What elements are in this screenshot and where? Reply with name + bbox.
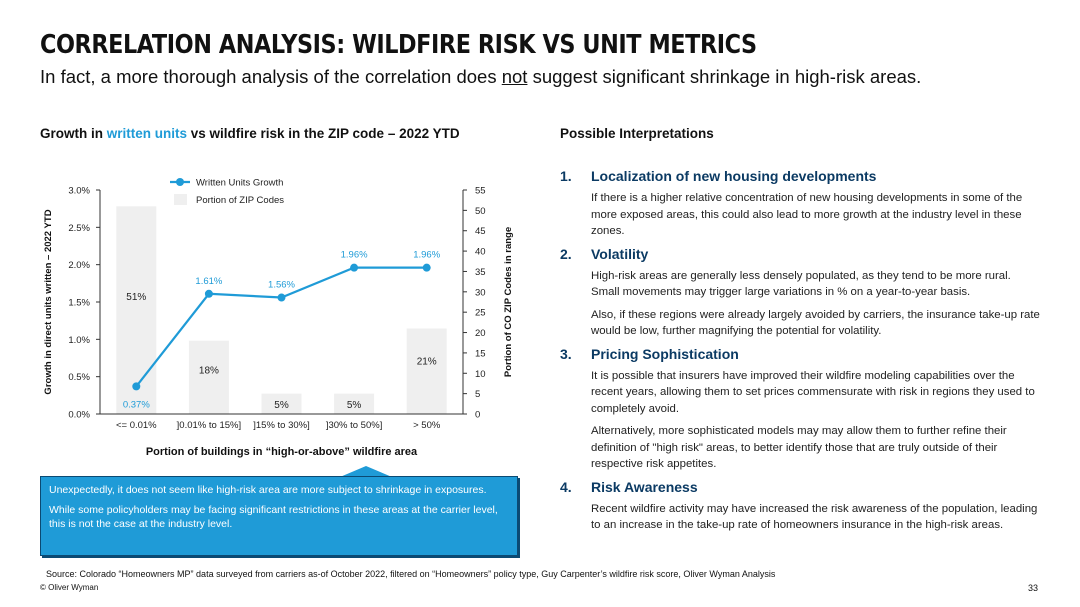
y-tick-label-left: 0.0% [68, 410, 90, 421]
y-tick-label-right: 45 [475, 226, 486, 237]
interpretation-paragraph: Also, if these regions were already larg… [591, 308, 1040, 338]
y-tick-label-right: 5 [475, 389, 480, 400]
bar-zip-portion [261, 393, 302, 414]
x-tick-label: > 50% [413, 420, 441, 431]
y-tick-label-right: 35 [475, 267, 486, 278]
line-point [422, 263, 431, 272]
interpretation-paragraph: Alternatively, more sophisticated models… [591, 425, 1007, 470]
interpretations-list: 1. Localization of new housing developmen… [560, 168, 1040, 540]
interpretation-body: It is possible that insurers have improv… [591, 368, 1040, 473]
line-point [350, 263, 359, 272]
subtitle-emphasis: not [501, 66, 528, 87]
interpretation-item: 3. Pricing Sophistication It is possible … [560, 346, 1040, 473]
y-axis-title-left: Growth in direct units written – 2022 YT… [43, 209, 54, 394]
y-tick-label-right: 50 [475, 206, 486, 217]
y-tick-label-left: 0.5% [68, 372, 90, 383]
interpretation-number: 4. [560, 478, 572, 495]
interpretation-number: 2. [560, 245, 572, 262]
page-number: 33 [1027, 583, 1038, 593]
interpretation-heading: 2. Volatility [560, 246, 1040, 262]
x-tick-label: ]30% to 50%] [326, 420, 383, 431]
y-tick-label-right: 55 [475, 186, 486, 197]
interpretation-heading: 3. Pricing Sophistication [560, 346, 1040, 362]
y-tick-label-right: 0 [475, 410, 480, 421]
legend-line-marker [176, 178, 184, 186]
growth-vs-risk-chart: 51% 18% 5% 5% 21% 0.0% 0.5% 1.0% 1.5% 2.0% 2.5% 3.0… [43, 178, 514, 459]
interpretation-item: 4. Risk Awareness Recent wildfire activit… [560, 479, 1040, 534]
legend-label-line: Written Units Growth [196, 178, 283, 189]
bar-value-label: 51% [126, 292, 146, 303]
interpretation-heading: 1. Localization of new housing developmen… [560, 168, 1040, 184]
x-axis-title: Portion of buildings in “high-or-above” … [146, 446, 418, 458]
y-tick-label-right: 30 [475, 287, 486, 298]
chart-heading: Growth in written units vs wildfire risk… [40, 126, 460, 141]
line-value-label: 1.61% [195, 276, 222, 287]
bar-zip-portion [406, 328, 447, 414]
callout-pointer [340, 466, 392, 477]
y-tick-label-left: 1.0% [68, 335, 90, 346]
insight-callout: Unexpectedly, it does not seem like high… [40, 476, 518, 556]
x-tick-label: ]0.01% to 15%] [177, 420, 241, 431]
interpretation-item: 1. Localization of new housing developmen… [560, 168, 1040, 240]
interpretation-heading-text: Volatility [591, 245, 649, 262]
interpretation-body: If there is a higher relative concentrat… [591, 190, 1040, 240]
interpretation-number: 1. [560, 168, 572, 184]
subtitle-text-2: suggest significant shrinkage in high-ri… [527, 66, 922, 87]
bar-zip-portion [188, 340, 229, 414]
chart-heading-text-1: Growth in [40, 126, 107, 141]
interpretation-body: High-risk areas are generally less dense… [591, 268, 1040, 340]
x-tick-label: ]15% to 30%] [253, 420, 310, 431]
y-tick-label-right: 25 [475, 308, 486, 319]
chart-heading-accent: written units [106, 126, 187, 141]
y-tick-label-right: 15 [475, 348, 486, 359]
line-point [277, 293, 286, 302]
line-value-label: 1.96% [341, 250, 368, 261]
interpretation-item: 2. Volatility High-risk areas are general… [560, 246, 1040, 340]
interpretation-paragraph: High-risk areas are generally less dense… [591, 269, 1011, 299]
interpretation-heading-text: Risk Awareness [591, 478, 698, 495]
legend-label-bar: Portion of ZIP Codes [196, 195, 284, 206]
y-tick-label-right: 10 [475, 369, 486, 380]
bar-value-label: 5% [274, 400, 289, 411]
y-tick-label-left: 2.5% [68, 223, 90, 234]
page-title: CORRELATION ANALYSIS: WILDFIRE RISK VS U… [40, 30, 757, 60]
copyright: © Oliver Wyman [40, 583, 99, 592]
subtitle-text-1: In fact, a more thorough analysis of the… [40, 66, 502, 87]
source-note: Source: Colorado “Homeowners MP” data su… [46, 569, 776, 579]
line-point [132, 382, 141, 391]
x-tick-label: <= 0.01% [116, 420, 157, 431]
y-tick-label-left: 2.0% [68, 260, 90, 271]
y-axis-title-right: Portion of CO ZIP Codes in range [503, 227, 514, 377]
y-tick-label-left: 3.0% [68, 186, 90, 197]
interpretation-heading-text: Localization of new housing developments [591, 168, 877, 184]
bar-value-label: 5% [347, 400, 362, 411]
interpretation-paragraph: If there is a higher relative concentrat… [591, 192, 1023, 237]
page-subtitle: In fact, a more thorough analysis of the… [40, 66, 921, 88]
line-value-label: 0.37% [123, 399, 150, 410]
callout-text-2: While some policyholders may be facing s… [49, 504, 498, 530]
bar-zip-portion [334, 393, 375, 414]
interpretation-heading-text: Pricing Sophistication [591, 345, 739, 362]
interpretation-body: Recent wildfire activity may have increa… [591, 501, 1040, 534]
bar-value-label: 18% [199, 366, 219, 377]
chart-heading-text-2: vs wildfire risk in the ZIP code – 2022 … [187, 126, 460, 141]
y-tick-label-right: 40 [475, 247, 486, 258]
interpretations-title: Possible Interpretations [560, 126, 714, 141]
line-value-label: 1.56% [268, 280, 295, 291]
callout-text-1: Unexpectedly, it does not seem like high… [49, 484, 487, 496]
bar-value-label: 21% [417, 356, 437, 367]
y-tick-label-right: 20 [475, 328, 486, 339]
interpretation-paragraph: Recent wildfire activity may have increa… [591, 502, 1038, 532]
interpretation-heading: 4. Risk Awareness [560, 479, 1040, 495]
interpretation-paragraph: It is possible that insurers have improv… [591, 369, 1035, 415]
legend-bar-swatch [174, 194, 187, 205]
line-point [204, 289, 213, 298]
y-tick-label-left: 1.5% [68, 298, 90, 309]
interpretation-number: 3. [560, 345, 572, 362]
line-value-label: 1.96% [413, 250, 440, 261]
bar-zip-portion [116, 206, 157, 414]
